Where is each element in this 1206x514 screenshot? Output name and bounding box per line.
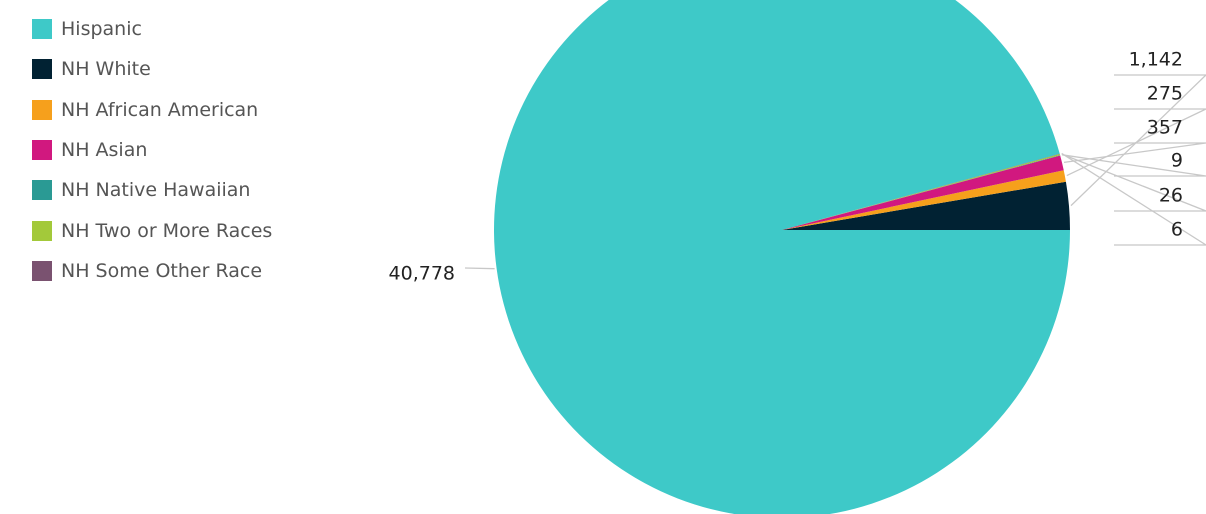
legend-swatch	[32, 180, 52, 201]
leader-line-nh-asian	[1063, 142, 1206, 164]
legend-swatch	[32, 220, 52, 241]
pie-slice-nh-native-hawaiian[interactable]	[782, 155, 1061, 230]
data-label-nh-two-or-more-races: 26	[1159, 185, 1183, 207]
legend-item-nh-african-american[interactable]: NH African American	[32, 90, 272, 130]
pie-slices	[494, 0, 1070, 514]
legend-swatch	[32, 99, 52, 120]
pie-slice-nh-white[interactable]	[782, 181, 1070, 230]
pie-slice-nh-african-american[interactable]	[782, 170, 1066, 230]
legend-label: NH African American	[61, 98, 259, 121]
legend-swatch	[32, 140, 52, 161]
data-label-hispanic: 40,778	[389, 263, 455, 285]
legend-label: NH Two or More Races	[61, 219, 273, 242]
pie-slice-nh-some-other-race[interactable]	[782, 153, 1060, 230]
data-labels: 40,778 1,142 275 357 9 26 6	[389, 49, 1183, 285]
leader-line-nh-two-or-more-races	[1061, 153, 1206, 212]
legend-label: NH Some Other Race	[61, 259, 263, 282]
legend: Hispanic NH White NH African American NH…	[32, 9, 272, 291]
legend-label: Hispanic	[61, 18, 142, 41]
leader-line-hispanic	[464, 267, 495, 270]
legend-label: NH Asian	[61, 139, 148, 162]
legend-swatch	[32, 19, 52, 40]
legend-item-nh-asian[interactable]: NH Asian	[32, 130, 272, 170]
pie-slice-hispanic[interactable]	[494, 0, 1070, 514]
data-label-nh-african-american: 275	[1147, 83, 1183, 105]
leader-line-nh-some-other-race	[1061, 152, 1206, 246]
legend-swatch	[32, 59, 52, 80]
pie-slice-nh-two-or-more-races[interactable]	[782, 154, 1061, 230]
pie-slice-nh-asian[interactable]	[782, 155, 1064, 230]
legend-swatch	[32, 260, 52, 281]
legend-item-nh-white[interactable]: NH White	[32, 49, 272, 89]
legend-label: NH White	[61, 58, 151, 81]
legend-item-hispanic[interactable]: Hispanic	[32, 9, 272, 49]
legend-item-nh-native-hawaiian[interactable]: NH Native Hawaiian	[32, 170, 272, 210]
legend-label: NH Native Hawaiian	[61, 179, 251, 202]
data-label-nh-white: 1,142	[1129, 49, 1183, 71]
legend-item-nh-some-other-race[interactable]: NH Some Other Race	[32, 251, 272, 291]
legend-item-nh-two-or-more-races[interactable]: NH Two or More Races	[32, 210, 272, 250]
data-label-nh-asian: 357	[1147, 117, 1183, 139]
data-label-nh-some-other-race: 6	[1171, 219, 1183, 241]
leader-lines	[464, 74, 1206, 270]
leader-line-nh-native-hawaiian	[1062, 154, 1206, 177]
leader-line-nh-white	[1070, 74, 1206, 207]
data-label-nh-native-hawaiian: 9	[1171, 150, 1183, 172]
